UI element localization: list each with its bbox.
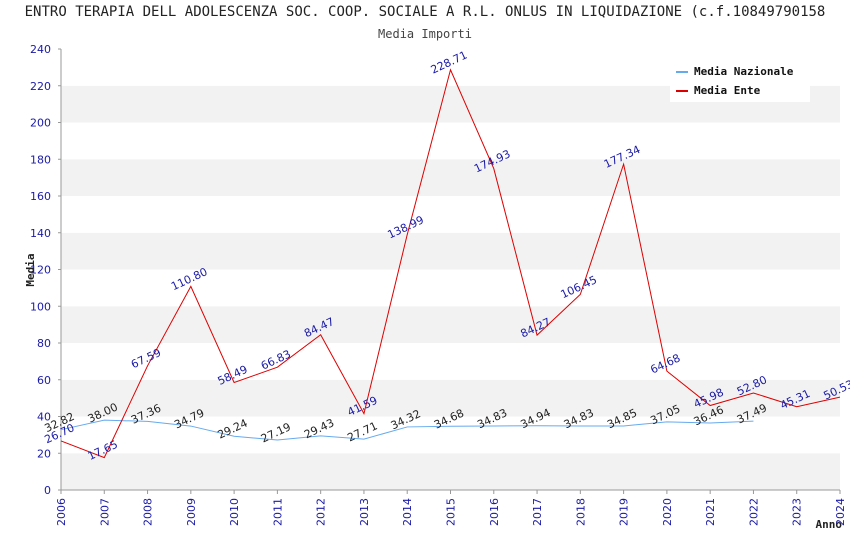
chart-subtitle: Media Importi bbox=[378, 27, 472, 41]
y-tick-label: 180 bbox=[30, 153, 51, 166]
y-tick-label: 200 bbox=[30, 117, 51, 130]
x-tick-label: 2017 bbox=[531, 498, 544, 526]
y-tick-label: 220 bbox=[30, 80, 51, 93]
x-tick-label: 2020 bbox=[661, 498, 674, 526]
grid-band bbox=[61, 453, 840, 490]
grid-band bbox=[61, 306, 840, 343]
x-tick-label: 2011 bbox=[271, 498, 284, 526]
y-tick-label: 140 bbox=[30, 227, 51, 240]
x-tick-label: 2024 bbox=[834, 498, 847, 526]
y-tick-label: 80 bbox=[37, 337, 51, 350]
x-tick-label: 2013 bbox=[358, 498, 371, 526]
y-tick-label: 0 bbox=[44, 484, 51, 497]
y-tick-label: 120 bbox=[30, 264, 51, 277]
axes bbox=[58, 48, 841, 494]
x-tick-label: 2019 bbox=[618, 498, 631, 526]
y-tick-label: 20 bbox=[37, 447, 51, 460]
chart-title: ENTRO TERAPIA DELL ADOLESCENZA SOC. COOP… bbox=[24, 4, 826, 20]
y-tick-label: 240 bbox=[30, 43, 51, 56]
series-line-nazionale bbox=[60, 419, 754, 441]
x-tick-label: 2018 bbox=[574, 498, 587, 526]
x-tick-labels: 2006 2007 2008 2009 2010 2011 2012 2013 2014 2015… bbox=[55, 498, 847, 526]
x-tick-label: 2007 bbox=[98, 498, 111, 526]
x-tick-label: 2008 bbox=[142, 498, 155, 526]
grid-band bbox=[61, 343, 840, 380]
x-tick-label: 2022 bbox=[747, 498, 760, 526]
grid-band bbox=[61, 196, 840, 233]
x-tick-label: 2023 bbox=[791, 498, 804, 526]
grid-band bbox=[61, 379, 840, 417]
y-tick-label: 60 bbox=[37, 374, 51, 387]
series-lines bbox=[60, 68, 841, 459]
x-tick-label: 2014 bbox=[401, 498, 414, 526]
grid-band bbox=[61, 269, 840, 307]
x-tick-label: 2010 bbox=[228, 498, 241, 526]
x-tick-label: 2012 bbox=[315, 498, 328, 526]
y-tick-label: 40 bbox=[37, 411, 51, 424]
grid-band bbox=[61, 122, 840, 160]
y-tick-label: 160 bbox=[30, 190, 51, 203]
legend-label-ente: Media Ente bbox=[694, 84, 761, 97]
grid-band bbox=[61, 159, 840, 196]
x-tick-label: 2016 bbox=[488, 498, 501, 526]
x-tick-label: 2009 bbox=[185, 498, 198, 526]
grid-band bbox=[61, 232, 840, 270]
y-tick-labels: 0 20 40 60 80 100 120 140 160 180 200 220 240 bbox=[30, 43, 51, 497]
series-line-ente bbox=[60, 68, 841, 459]
x-tick-label: 2006 bbox=[55, 498, 68, 526]
x-axis-label: Anno bbox=[816, 518, 843, 531]
legend-label-nazionale: Media Nazionale bbox=[694, 65, 794, 78]
y-axis-label: Media bbox=[24, 253, 37, 286]
x-tick-label: 2015 bbox=[445, 498, 458, 526]
legend: Media Nazionale Media Ente bbox=[670, 60, 810, 102]
y-tick-label: 100 bbox=[30, 300, 51, 313]
x-tick-label: 2021 bbox=[704, 498, 717, 526]
